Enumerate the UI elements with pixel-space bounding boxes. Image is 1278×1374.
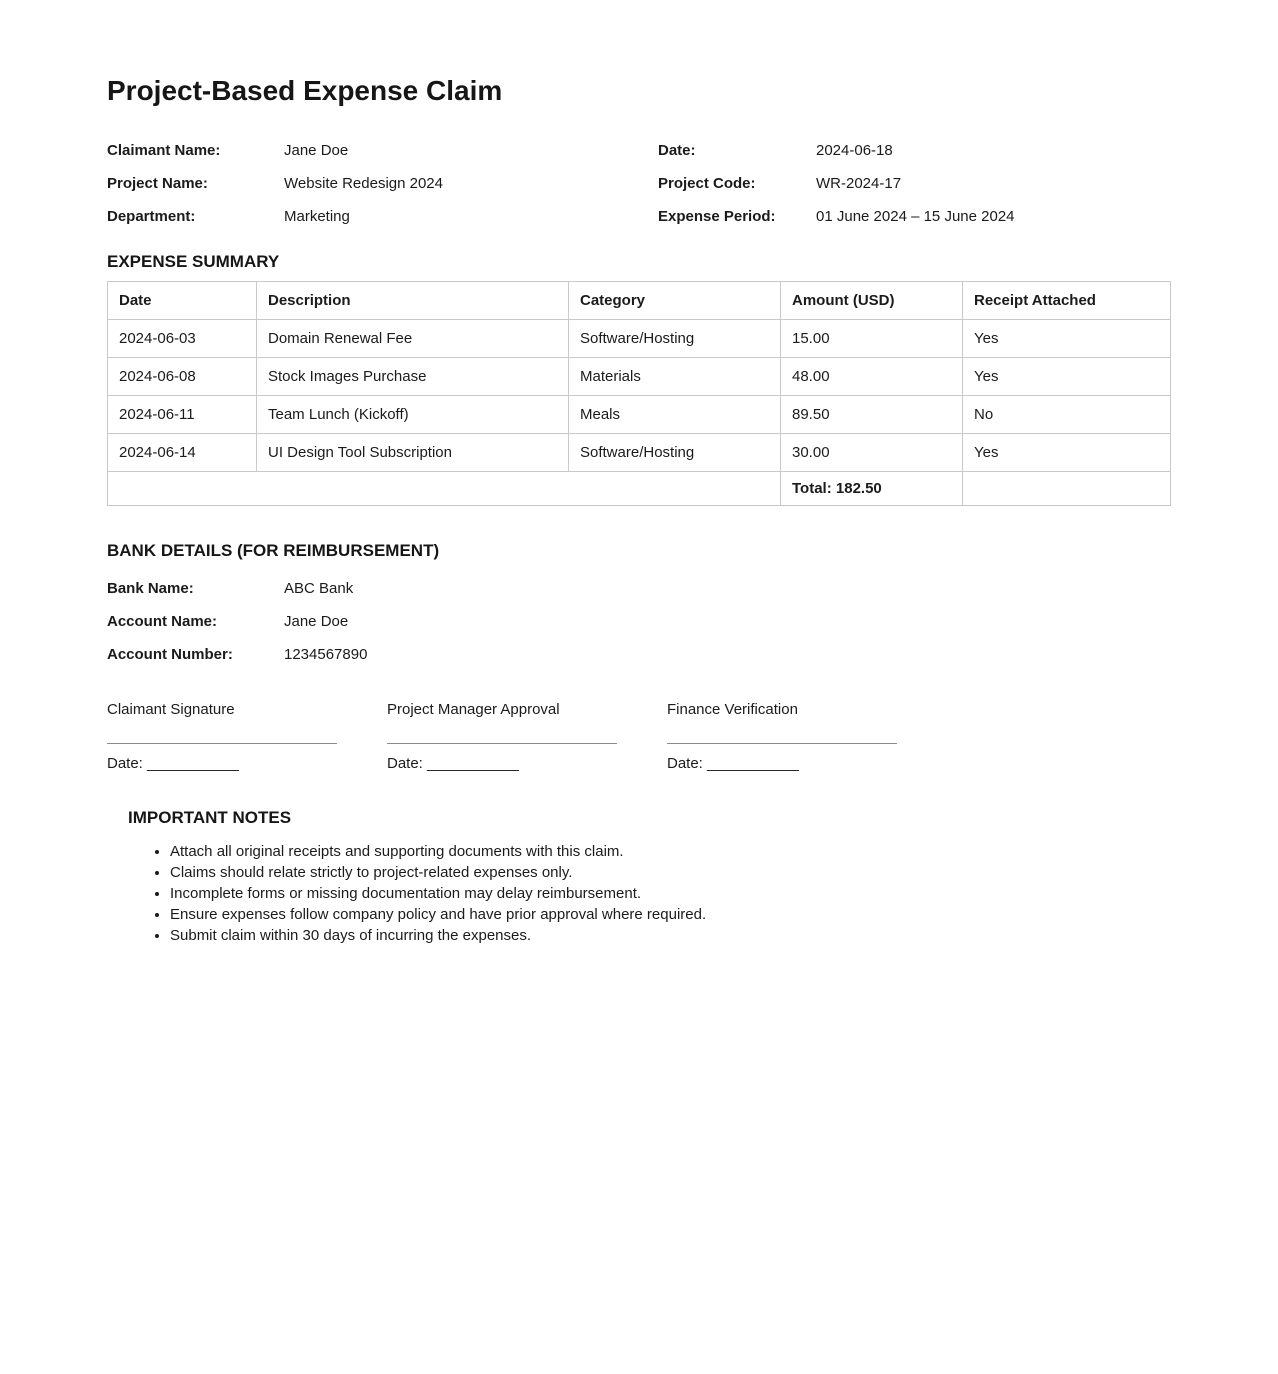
field-label: Project Code: xyxy=(658,175,756,192)
table-row: 2024-06-14 UI Design Tool Subscription S… xyxy=(107,433,1171,472)
field-label: Account Name: xyxy=(107,613,218,630)
field-label: Bank Name: xyxy=(107,580,194,597)
cell-category: Materials xyxy=(568,357,781,396)
total-amount: Total: 182.50 xyxy=(780,471,963,506)
expense-summary-heading: EXPENSE SUMMARY xyxy=(107,252,280,271)
signature-label: Finance Verification xyxy=(667,701,798,718)
total-row-empty-cell xyxy=(107,471,781,506)
field-value: Jane Doe xyxy=(284,142,349,159)
field-value: Marketing xyxy=(284,208,350,225)
column-header-receipt: Receipt Attached xyxy=(962,281,1171,320)
cell-receipt: Yes xyxy=(962,433,1171,472)
signature-line xyxy=(387,720,617,744)
note-item: Submit claim within 30 days of incurring… xyxy=(170,925,1170,946)
column-header-amount: Amount (USD) xyxy=(780,281,963,320)
cell-receipt: Yes xyxy=(962,319,1171,358)
important-notes-list: Attach all original receipts and support… xyxy=(107,841,1170,946)
field-value: 1234567890 xyxy=(284,646,368,663)
cell-amount: 89.50 xyxy=(780,395,963,434)
column-header-category: Category xyxy=(568,281,781,320)
bank-details: Bank Name: ABC Bank Account Name: Jane D… xyxy=(107,572,1170,671)
cell-date: 2024-06-14 xyxy=(107,433,257,472)
table-row: 2024-06-03 Domain Renewal Fee Software/H… xyxy=(107,319,1171,358)
signature-date-line: Date: ___________ xyxy=(667,755,799,772)
signature-date-line: Date: ___________ xyxy=(387,755,519,772)
field-value: Website Redesign 2024 xyxy=(284,175,443,192)
meta-row-date: Date: 2024-06-18 xyxy=(658,134,1170,167)
field-label: Claimant Name: xyxy=(107,142,221,159)
signature-label: Project Manager Approval xyxy=(387,701,560,718)
note-item: Ensure expenses follow company policy an… xyxy=(170,904,1170,925)
cell-date: 2024-06-08 xyxy=(107,357,257,396)
field-value: 2024-06-18 xyxy=(816,142,893,159)
cell-amount: 30.00 xyxy=(780,433,963,472)
note-item: Claims should relate strictly to project… xyxy=(170,862,1170,883)
cell-receipt: Yes xyxy=(962,357,1171,396)
claim-meta-left-column: Claimant Name: Jane Doe Project Name: We… xyxy=(107,134,658,233)
bank-row-bank-name: Bank Name: ABC Bank xyxy=(107,572,1170,605)
field-value: Jane Doe xyxy=(284,613,349,630)
note-item: Attach all original receipts and support… xyxy=(170,841,1170,862)
total-row-empty-cell xyxy=(962,471,1171,506)
cell-description: Stock Images Purchase xyxy=(256,357,569,396)
field-label: Account Number: xyxy=(107,646,233,663)
claim-meta: Claimant Name: Jane Doe Project Name: We… xyxy=(107,134,1170,233)
cell-receipt: No xyxy=(962,395,1171,434)
signature-block-project-manager: Project Manager Approval Date: _________… xyxy=(387,699,667,774)
field-value: WR-2024-17 xyxy=(816,175,902,192)
meta-row-project-name: Project Name: Website Redesign 2024 xyxy=(107,167,658,200)
page-title: Project-Based Expense Claim xyxy=(107,75,503,106)
signature-line xyxy=(107,720,337,744)
cell-date: 2024-06-11 xyxy=(107,395,257,434)
field-value: ABC Bank xyxy=(284,580,354,597)
bank-details-heading: BANK DETAILS (FOR REIMBURSEMENT) xyxy=(107,541,440,560)
cell-amount: 15.00 xyxy=(780,319,963,358)
bank-row-account-name: Account Name: Jane Doe xyxy=(107,605,1170,638)
table-total-row: Total: 182.50 xyxy=(107,471,1171,506)
signature-line xyxy=(667,720,897,744)
field-label: Project Name: xyxy=(107,175,208,192)
meta-row-department: Department: Marketing xyxy=(107,200,658,233)
claim-meta-right-column: Date: 2024-06-18 Project Code: WR-2024-1… xyxy=(658,134,1170,233)
signature-section: Claimant Signature Date: ___________ Pro… xyxy=(107,699,1170,774)
cell-description: Team Lunch (Kickoff) xyxy=(256,395,569,434)
column-header-description: Description xyxy=(256,281,569,320)
expense-summary-table: Date Description Category Amount (USD) R… xyxy=(107,281,1171,506)
cell-category: Software/Hosting xyxy=(568,319,781,358)
cell-date: 2024-06-03 xyxy=(107,319,257,358)
cell-amount: 48.00 xyxy=(780,357,963,396)
field-label: Expense Period: xyxy=(658,208,776,225)
cell-description: Domain Renewal Fee xyxy=(256,319,569,358)
meta-row-claimant-name: Claimant Name: Jane Doe xyxy=(107,134,658,167)
field-value: 01 June 2024 – 15 June 2024 xyxy=(816,208,1015,225)
meta-row-project-code: Project Code: WR-2024-17 xyxy=(658,167,1170,200)
cell-category: Meals xyxy=(568,395,781,434)
signature-date-line: Date: ___________ xyxy=(107,755,239,772)
cell-category: Software/Hosting xyxy=(568,433,781,472)
note-item: Incomplete forms or missing documentatio… xyxy=(170,883,1170,904)
signature-label: Claimant Signature xyxy=(107,701,235,718)
important-notes-heading: IMPORTANT NOTES xyxy=(128,808,292,827)
meta-row-expense-period: Expense Period: 01 June 2024 – 15 June 2… xyxy=(658,200,1170,233)
expense-claim-document: Project-Based Expense Claim Claimant Nam… xyxy=(107,74,1171,946)
column-header-date: Date xyxy=(107,281,257,320)
signature-block-claimant: Claimant Signature Date: ___________ xyxy=(107,699,387,774)
table-row: 2024-06-11 Team Lunch (Kickoff) Meals 89… xyxy=(107,395,1171,434)
bank-row-account-number: Account Number: 1234567890 xyxy=(107,638,1170,671)
signature-block-finance: Finance Verification Date: ___________ xyxy=(667,699,947,774)
field-label: Department: xyxy=(107,208,196,225)
cell-description: UI Design Tool Subscription xyxy=(256,433,569,472)
table-row: 2024-06-08 Stock Images Purchase Materia… xyxy=(107,357,1171,396)
field-label: Date: xyxy=(658,142,696,159)
table-header-row: Date Description Category Amount (USD) R… xyxy=(107,281,1171,320)
